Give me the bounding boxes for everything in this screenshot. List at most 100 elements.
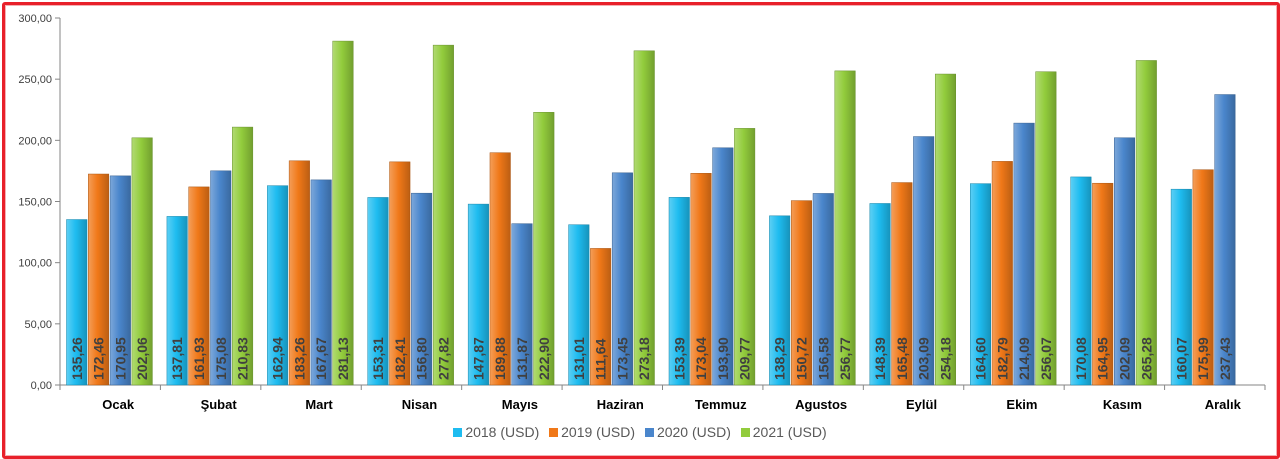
data-label: 172,46 bbox=[91, 337, 107, 380]
data-label: 281,13 bbox=[335, 337, 351, 380]
data-label: 153,39 bbox=[671, 337, 687, 380]
data-label: 137,81 bbox=[169, 337, 185, 380]
bar-2021-eylül bbox=[934, 73, 956, 386]
bar-2019-haziran bbox=[590, 248, 612, 386]
data-label: 148,39 bbox=[872, 337, 888, 380]
data-label: 273,18 bbox=[636, 337, 652, 380]
bar-2021-haziran bbox=[633, 50, 655, 386]
legend-item-2020: 2020 (USD) bbox=[644, 424, 731, 440]
data-label: 175,08 bbox=[213, 337, 229, 380]
bar-2021-mayıs bbox=[533, 112, 555, 386]
data-label: 164,60 bbox=[973, 337, 989, 380]
bar-2019-ekim bbox=[991, 161, 1013, 386]
legend-swatch-2020 bbox=[644, 428, 654, 437]
category-label: Mayıs bbox=[502, 397, 538, 412]
data-label: 147,87 bbox=[470, 337, 486, 380]
bar-2019-temmuz bbox=[690, 173, 712, 386]
bar-2018-ocak bbox=[66, 219, 88, 386]
bar-2019-agustos bbox=[790, 200, 812, 386]
data-label: 170,08 bbox=[1073, 337, 1089, 380]
data-label: 203,09 bbox=[916, 337, 932, 380]
data-label: 277,82 bbox=[435, 337, 451, 380]
bar-2019-mart bbox=[288, 160, 310, 386]
legend-item-2019: 2019 (USD) bbox=[549, 424, 635, 440]
category-label: Haziran bbox=[597, 397, 644, 412]
bar-2020-haziran bbox=[611, 172, 633, 386]
legend-label-2020: 2020 (USD) bbox=[656, 424, 731, 440]
data-label: 254,18 bbox=[937, 337, 953, 380]
data-label: 164,95 bbox=[1095, 337, 1111, 380]
data-label: 189,88 bbox=[492, 337, 508, 380]
bar-2018-ekim bbox=[970, 183, 991, 386]
category-label: Temmuz bbox=[695, 397, 747, 412]
data-label: 160,07 bbox=[1173, 337, 1189, 380]
bar-2019-ocak bbox=[88, 173, 110, 386]
legend-label-2018: 2018 (USD) bbox=[465, 424, 540, 440]
y-tick-label: 250,00 bbox=[18, 74, 52, 86]
data-label: 237,43 bbox=[1217, 337, 1233, 380]
data-label: 156,58 bbox=[815, 337, 831, 380]
bar-2020-nisan bbox=[411, 192, 433, 386]
bar-2018-kasım bbox=[1070, 176, 1092, 386]
bar-2019-mayıs bbox=[489, 152, 511, 386]
bar-2020-agustos bbox=[812, 193, 834, 386]
data-label: 138,29 bbox=[772, 337, 788, 380]
bar-2021-ocak bbox=[131, 137, 153, 386]
bar-2018-aralık bbox=[1170, 188, 1192, 386]
data-label: 162,94 bbox=[270, 337, 286, 380]
bar-2018-eylül bbox=[869, 203, 891, 386]
bar-2020-kasım bbox=[1114, 137, 1136, 386]
bar-2020-ekim bbox=[1013, 122, 1035, 386]
data-label: 153,31 bbox=[370, 337, 386, 380]
bar-2021-kasım bbox=[1135, 60, 1157, 386]
bar-2018-haziran bbox=[568, 224, 590, 386]
data-label: 202,06 bbox=[134, 337, 150, 380]
data-label: 161,93 bbox=[191, 337, 207, 380]
data-label: 173,04 bbox=[693, 337, 709, 380]
category-label: Eylül bbox=[906, 397, 937, 412]
legend-item-2018: 2018 (USD) bbox=[453, 424, 539, 440]
bar-2021-temmuz bbox=[734, 128, 756, 386]
data-label: 182,79 bbox=[994, 337, 1010, 380]
data-label: 170,95 bbox=[112, 337, 128, 380]
bar-2021-mart bbox=[332, 40, 354, 386]
data-label: 265,28 bbox=[1138, 337, 1154, 380]
bar-2020-aralık bbox=[1214, 94, 1236, 386]
data-label: 222,90 bbox=[536, 337, 552, 380]
bar-2019-aralık bbox=[1192, 169, 1214, 386]
bar-2018-mart bbox=[267, 185, 289, 386]
data-label: 165,48 bbox=[894, 337, 910, 380]
y-tick-label: 0,00 bbox=[31, 380, 52, 392]
category-label: Mart bbox=[305, 397, 333, 412]
data-label: 173,45 bbox=[614, 337, 630, 380]
y-tick-label: 150,00 bbox=[18, 197, 52, 209]
legend-swatch-2019 bbox=[549, 428, 559, 437]
category-label: Ocak bbox=[102, 397, 135, 412]
data-label: 256,07 bbox=[1038, 337, 1054, 380]
bar-2019-şubat bbox=[188, 186, 210, 386]
y-tick-label: 200,00 bbox=[18, 135, 52, 147]
data-label: 210,83 bbox=[235, 337, 251, 380]
bar-2018-şubat bbox=[166, 216, 188, 386]
chart-legend: 2018 (USD) 2019 (USD) 2020 (USD) 2021 (U… bbox=[0, 424, 1280, 440]
legend-label-2021: 2021 (USD) bbox=[752, 424, 827, 440]
y-tick-label: 100,00 bbox=[18, 258, 52, 270]
data-label: 209,77 bbox=[737, 337, 753, 380]
bar-2021-agustos bbox=[834, 70, 856, 386]
data-label: 135,26 bbox=[69, 337, 85, 380]
bar-2020-eylül bbox=[913, 136, 935, 386]
bar-2021-şubat bbox=[232, 126, 254, 386]
data-label: 202,09 bbox=[1117, 337, 1133, 380]
data-label: 193,90 bbox=[715, 337, 731, 380]
data-label: 131,01 bbox=[571, 337, 587, 380]
bar-2020-mart bbox=[310, 179, 332, 386]
legend-swatch-2021 bbox=[740, 428, 750, 437]
bar-2019-eylül bbox=[891, 182, 913, 386]
data-label: 150,72 bbox=[793, 337, 809, 380]
bar-2018-mayıs bbox=[467, 203, 489, 386]
bar-2020-ocak bbox=[109, 175, 131, 386]
bar-2019-nisan bbox=[389, 161, 411, 386]
category-label: Kasım bbox=[1103, 397, 1142, 412]
data-label: 256,77 bbox=[837, 337, 853, 380]
bar-2020-mayıs bbox=[511, 223, 533, 386]
